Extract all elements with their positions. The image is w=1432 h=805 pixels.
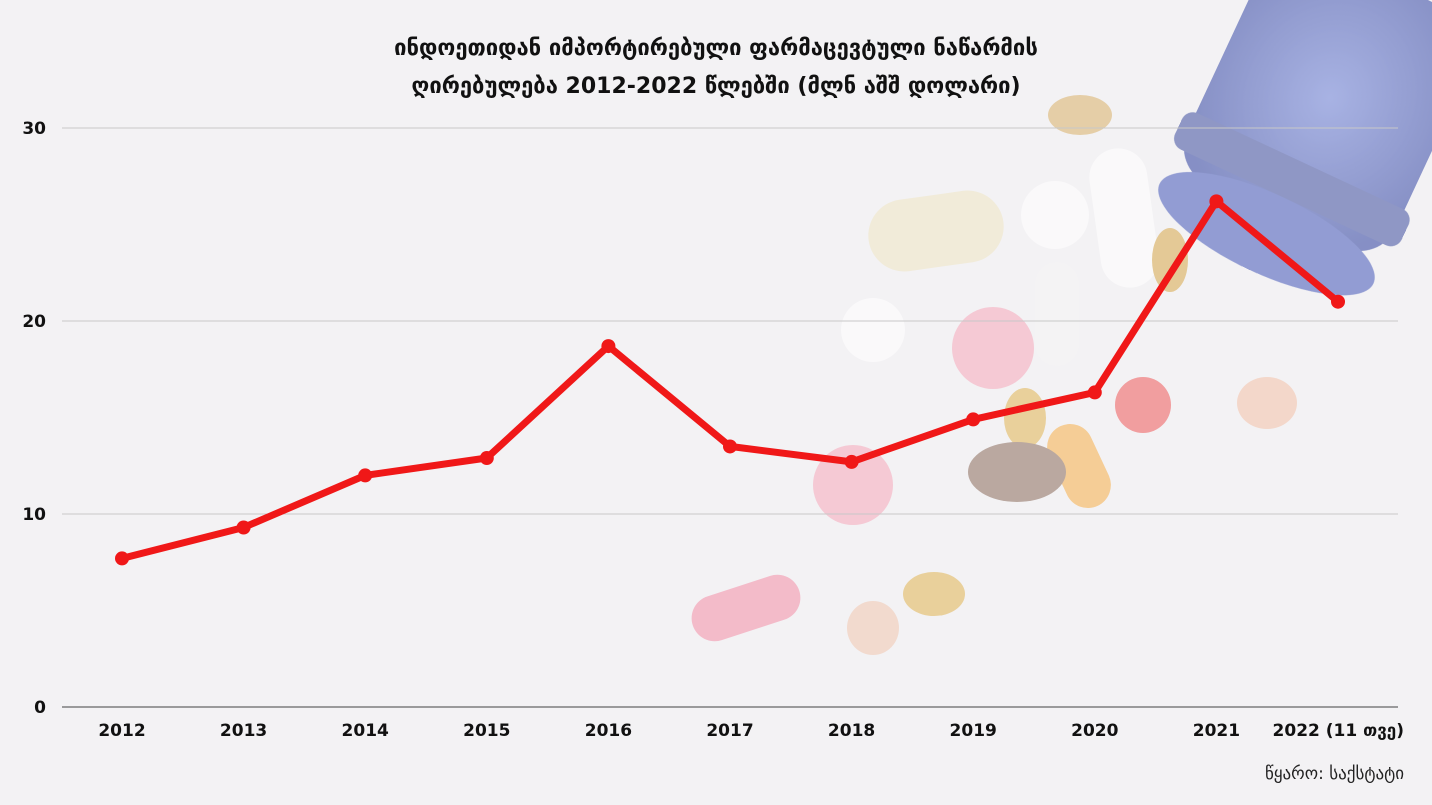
data-point-2022 bbox=[1331, 294, 1345, 309]
y-axis-ticks: 0 10 20 30 bbox=[22, 119, 46, 718]
data-point-2014 bbox=[358, 468, 373, 483]
x-axis-ticks: 2012 2013 2014 2015 2016 2017 2018 2019 2020 2021… bbox=[98, 721, 1404, 741]
data-point-2013 bbox=[236, 520, 251, 535]
x-tick-label: 2018 bbox=[828, 721, 875, 741]
gridlines bbox=[62, 127, 1398, 708]
data-point-2018 bbox=[844, 454, 859, 469]
chart-title-line-2: ღირებულება 2012-2022 წლებში (მლნ აშშ დოლ… bbox=[411, 74, 1021, 99]
data-point-2020 bbox=[1087, 385, 1102, 400]
y-tick-label: 0 bbox=[34, 698, 46, 718]
x-tick-label: 2017 bbox=[706, 721, 753, 741]
x-tick-label: 2019 bbox=[950, 721, 997, 741]
chart-title: ინდოეთიდან იმპორტირებული ფარმაცევტული ნა… bbox=[0, 30, 1432, 106]
data-point-2015 bbox=[479, 451, 494, 466]
chart-title-line-1: ინდოეთიდან იმპორტირებული ფარმაცევტული ნა… bbox=[394, 36, 1038, 61]
x-tick-label: 2020 bbox=[1071, 721, 1118, 741]
data-point-2019 bbox=[966, 412, 981, 427]
x-tick-label: 2022 (11 თვე) bbox=[1273, 721, 1404, 741]
data-point-2012 bbox=[115, 551, 129, 566]
data-point-2017 bbox=[723, 439, 737, 454]
series-polyline bbox=[118, 197, 1342, 562]
series-line bbox=[118, 197, 1342, 562]
x-tick-label: 2012 bbox=[98, 721, 145, 741]
x-tick-label: 2016 bbox=[585, 721, 632, 741]
x-tick-label: 2014 bbox=[342, 721, 389, 741]
series-points bbox=[115, 194, 1345, 566]
data-point-2016 bbox=[601, 339, 616, 354]
y-tick-label: 30 bbox=[22, 119, 46, 139]
y-tick-label: 10 bbox=[22, 505, 46, 525]
data-point-2021 bbox=[1209, 194, 1224, 209]
source-note: წყარო: საქსტატი bbox=[1264, 764, 1404, 784]
x-tick-label: 2013 bbox=[220, 721, 267, 741]
y-tick-label: 20 bbox=[22, 312, 46, 332]
x-tick-label: 2015 bbox=[463, 721, 510, 741]
x-tick-label: 2021 bbox=[1193, 721, 1240, 741]
